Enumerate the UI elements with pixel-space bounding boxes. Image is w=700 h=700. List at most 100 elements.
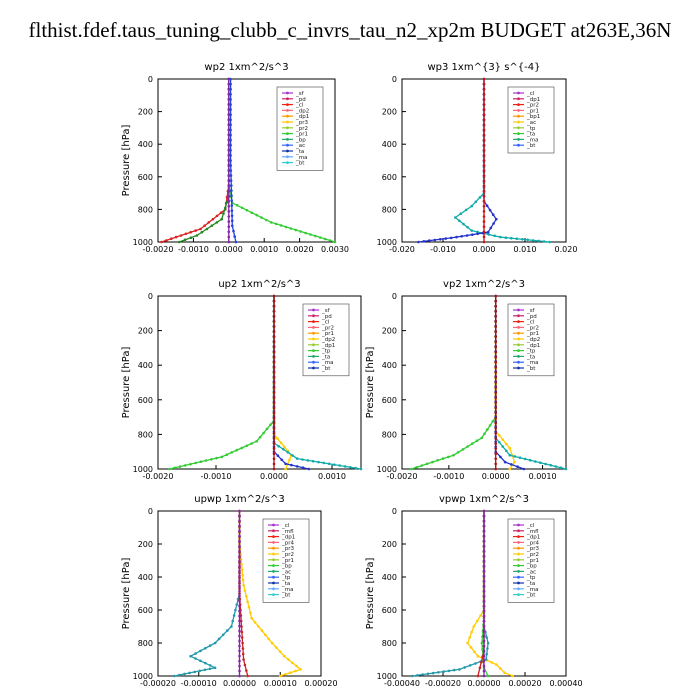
legend-label: _dp2 <box>526 337 540 343</box>
y-tick-label: 600 <box>382 606 397 615</box>
data-point <box>494 325 498 328</box>
data-point <box>250 211 254 214</box>
data-point <box>410 467 413 471</box>
data-point <box>494 437 498 440</box>
legend-label: _sf <box>295 91 305 97</box>
data-point <box>238 669 241 673</box>
chart-title: wp3 1xm^{3} s^{-4} <box>427 62 540 73</box>
data-point <box>482 589 486 593</box>
x-tick-label: -0.00010 <box>181 679 217 688</box>
data-point <box>494 462 498 466</box>
y-tick-label: 600 <box>138 173 153 182</box>
x-tick-label: 0.00010 <box>264 679 297 688</box>
data-point <box>272 467 276 471</box>
data-point <box>253 621 257 624</box>
data-point <box>426 672 430 676</box>
y-axis-label: Pressure [hPa] <box>121 347 132 419</box>
data-point <box>227 210 231 213</box>
y-tick-label: 0 <box>148 292 153 301</box>
chart-title: upwp 1xm^2/s^3 <box>194 494 284 505</box>
data-point <box>238 524 241 528</box>
data-point <box>311 459 315 463</box>
data-point <box>230 184 233 187</box>
data-point <box>227 189 231 193</box>
data-point <box>272 304 276 308</box>
data-point <box>272 355 276 359</box>
data-point <box>242 658 245 661</box>
data-point <box>494 330 498 333</box>
chart-panel: upwp 1xm^2/s^3 Pressure [hPa] 0 200 400 600 80… <box>121 494 338 688</box>
data-point <box>246 674 249 678</box>
legend-marker <box>312 366 315 370</box>
data-point <box>499 667 502 670</box>
legend-marker <box>312 355 315 358</box>
data-point <box>482 579 486 583</box>
data-point <box>227 93 231 96</box>
y-tick-label: 800 <box>138 639 153 648</box>
data-point <box>188 671 191 675</box>
legend-marker <box>517 103 520 106</box>
data-point <box>238 649 241 653</box>
data-point <box>245 208 249 212</box>
legend-label: _ma <box>281 587 293 593</box>
data-point <box>482 669 486 673</box>
data-point <box>478 666 482 670</box>
legend-marker <box>517 587 520 591</box>
data-point <box>203 668 207 672</box>
data-point <box>279 650 282 654</box>
data-point <box>227 159 231 162</box>
data-point <box>165 239 168 242</box>
data-point <box>539 461 542 465</box>
data-point <box>466 226 469 229</box>
x-tick-label: 0.00020 <box>508 679 541 688</box>
data-point <box>232 614 236 617</box>
data-point <box>238 644 241 648</box>
data-point <box>184 232 188 236</box>
data-point <box>494 386 498 389</box>
legend-label: _cl <box>526 320 535 326</box>
data-point <box>199 659 202 663</box>
data-point <box>229 108 232 111</box>
chart-title: vp2 1xm^2/s^3 <box>443 279 525 290</box>
data-point <box>493 234 497 238</box>
data-point <box>471 233 474 236</box>
legend-label: _pr1 <box>295 132 308 138</box>
y-tick-label: 0 <box>392 75 397 84</box>
data-point <box>227 113 231 116</box>
data-point <box>238 609 241 613</box>
data-point <box>487 233 491 236</box>
data-point <box>482 149 486 152</box>
legend-label: _pd <box>321 314 332 320</box>
data-point <box>482 77 486 81</box>
legend-marker <box>517 326 520 329</box>
legend-label: _dp1 <box>295 114 309 120</box>
x-tick-label: -0.0010 <box>201 472 232 481</box>
legend-label: _ac <box>281 569 291 575</box>
data-point <box>272 432 276 435</box>
legend-marker <box>517 564 520 567</box>
data-point <box>431 460 434 464</box>
data-point <box>482 174 486 178</box>
data-point <box>549 463 552 467</box>
series-line <box>161 79 230 243</box>
data-point <box>220 217 223 221</box>
data-point <box>272 406 276 410</box>
data-point <box>260 629 264 632</box>
data-point <box>279 441 283 445</box>
data-point <box>452 453 455 457</box>
data-point <box>289 671 292 674</box>
y-tick-label: 0 <box>392 507 397 516</box>
data-point <box>272 320 276 323</box>
data-point <box>238 544 241 548</box>
data-point <box>227 235 231 239</box>
data-point <box>461 448 465 451</box>
data-point <box>482 154 486 157</box>
data-point <box>280 458 284 462</box>
data-point <box>486 641 490 645</box>
data-point <box>210 224 214 227</box>
data-point <box>528 458 532 462</box>
data-point <box>482 82 486 86</box>
data-point <box>482 164 486 167</box>
data-point <box>227 108 231 111</box>
data-point <box>548 240 551 244</box>
